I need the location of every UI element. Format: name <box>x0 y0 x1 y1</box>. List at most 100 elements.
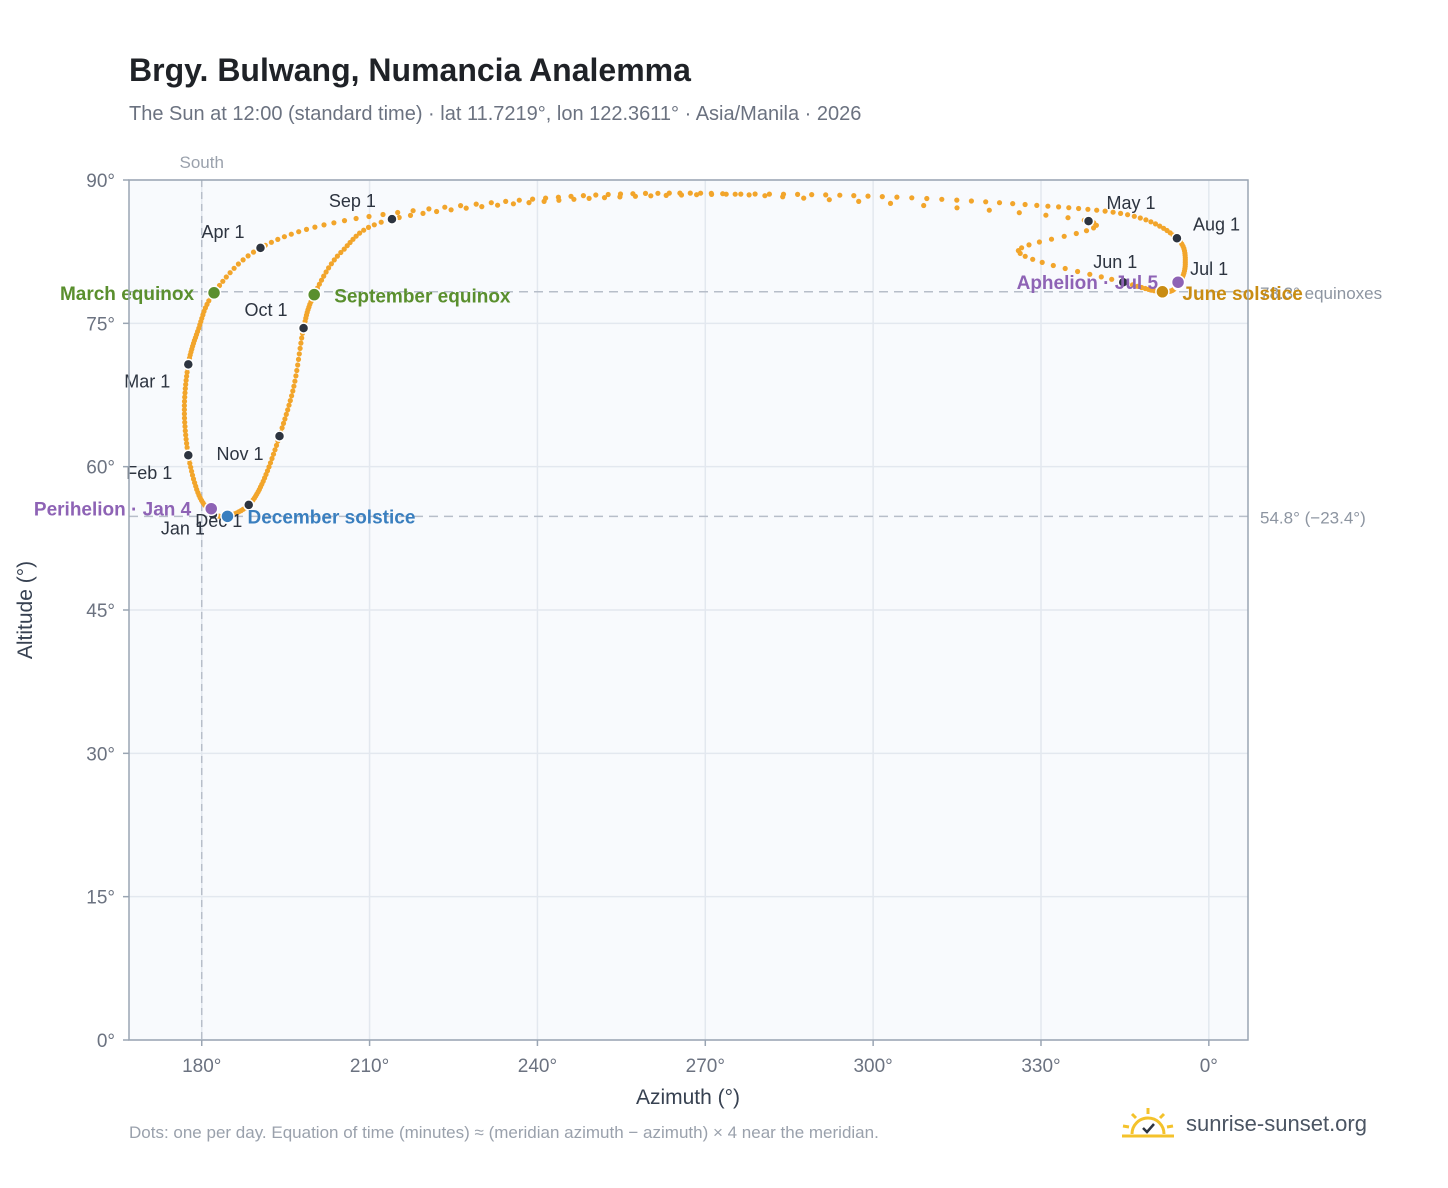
daily-sun-dot <box>1083 228 1090 234</box>
daily-sun-dot <box>184 373 190 379</box>
daily-sun-dot <box>290 388 296 394</box>
daily-sun-dot <box>181 403 187 409</box>
daily-sun-dot <box>1098 274 1104 280</box>
x-tick-label: 270° <box>686 1056 725 1077</box>
daily-sun-dot <box>924 195 930 202</box>
daily-sun-dot <box>182 423 188 430</box>
daily-sun-dot <box>183 381 189 388</box>
daily-sun-dot <box>291 383 297 389</box>
daily-sun-dot <box>407 212 414 218</box>
daily-sun-dot <box>473 201 479 207</box>
event-label: Perihelion · Jan 4 <box>34 500 192 521</box>
daily-sun-dot <box>1137 215 1143 221</box>
x-tick-label: 240° <box>518 1056 557 1077</box>
daily-sun-dot <box>939 196 945 202</box>
daily-sun-dot <box>1129 282 1136 288</box>
daily-sun-dot <box>183 377 189 383</box>
y-tick-label: 75° <box>86 314 115 335</box>
daily-sun-dot <box>488 200 494 206</box>
y-tick-label: 60° <box>86 458 115 479</box>
daily-sun-dot <box>1039 259 1045 265</box>
daily-sun-dot <box>299 335 305 341</box>
daily-sun-dot <box>580 193 587 199</box>
x-tick-label: 300° <box>853 1056 892 1077</box>
daily-sun-dot <box>287 398 293 404</box>
daily-sun-dot <box>752 191 758 197</box>
daily-sun-dot <box>285 407 291 413</box>
daily-sun-dot <box>184 369 190 375</box>
daily-sun-dot <box>357 230 363 236</box>
daily-sun-dot <box>250 249 257 255</box>
daily-sun-dot <box>1036 239 1042 245</box>
daily-sun-dot <box>996 200 1003 206</box>
daily-sun-dot <box>823 192 829 198</box>
daily-sun-dot <box>235 261 241 267</box>
event-label: June solstice <box>1182 284 1302 305</box>
daily-sun-dot <box>687 190 693 196</box>
month-marker <box>1171 232 1183 245</box>
daily-sun-dot <box>1048 236 1055 242</box>
daily-sun-dot <box>298 340 304 346</box>
daily-sun-dot <box>189 472 196 478</box>
daily-sun-dot <box>288 231 294 237</box>
daily-sun-dot <box>184 440 190 446</box>
event-label: December solstice <box>247 507 415 528</box>
daily-sun-dot <box>1118 210 1124 216</box>
daily-sun-dot <box>458 203 464 209</box>
event-label: March equinox <box>60 284 195 305</box>
daily-sun-dot <box>1152 221 1159 227</box>
daily-sun-dot <box>766 191 773 197</box>
daily-sun-dot <box>541 198 547 204</box>
daily-sun-dot <box>1010 201 1016 207</box>
daily-sun-dot <box>281 234 287 240</box>
daily-sun-dot <box>738 191 744 197</box>
month-marker <box>182 358 195 371</box>
daily-sun-dot <box>341 246 347 252</box>
daily-sun-dot <box>1161 225 1167 231</box>
daily-sun-dot <box>183 436 189 442</box>
daily-sun-dot <box>1043 212 1049 218</box>
month-marker <box>297 322 310 334</box>
reference-lines: South 78.3° equinoxes 54.8° (−23.4°) <box>129 153 1382 1040</box>
brand[interactable]: sunrise-sunset.org <box>1120 1104 1367 1144</box>
daily-sun-dot <box>1125 212 1131 218</box>
daily-sun-dot <box>698 190 704 196</box>
daily-sun-dot <box>479 204 485 210</box>
daily-sun-dot <box>331 257 337 263</box>
daily-sun-dot <box>289 393 295 399</box>
month-marker <box>242 499 255 511</box>
footer-note: Dots: one per day. Equation of time (min… <box>129 1123 879 1142</box>
daily-sun-dot <box>268 239 274 245</box>
daily-sun-dot <box>371 222 377 228</box>
daily-sun-dot <box>181 415 188 421</box>
event-marker <box>306 287 322 302</box>
daily-sun-dot <box>510 201 516 207</box>
daily-sun-dot <box>182 419 188 425</box>
month-marker-label: Mar 1 <box>124 371 170 391</box>
daily-sun-dot <box>366 213 372 220</box>
daily-sun-dot <box>593 192 599 198</box>
month-marker-label: Oct 1 <box>245 300 288 320</box>
daily-sun-dot <box>921 202 927 209</box>
daily-sun-dot <box>231 265 237 271</box>
daily-sun-dot <box>642 190 649 196</box>
daily-sun-dot <box>434 208 440 215</box>
daily-sun-dot <box>296 229 302 235</box>
event-markers: March equinox September equinox December s… <box>34 273 1303 528</box>
month-marker-label: Sep 1 <box>329 191 376 211</box>
month-marker-label: Jan 1 <box>161 518 205 538</box>
daily-sun-dot <box>1073 230 1079 237</box>
daily-sun-dot <box>283 411 289 417</box>
daily-sun-dot <box>887 200 894 206</box>
daily-sun-dot <box>732 191 738 197</box>
daily-sun-dot <box>954 197 960 203</box>
y-tick-label: 15° <box>86 888 115 909</box>
daily-sun-dot <box>723 191 729 197</box>
daily-sun-dot <box>279 425 285 431</box>
daily-sun-dot <box>183 432 189 438</box>
x-tick-label: 180° <box>182 1056 221 1077</box>
sun-logo-icon <box>1122 1108 1174 1138</box>
event-label: Aphelion · Jul 5 <box>1017 273 1159 294</box>
y-tick-label: 0° <box>97 1031 115 1052</box>
daily-sun-dot <box>282 416 288 422</box>
